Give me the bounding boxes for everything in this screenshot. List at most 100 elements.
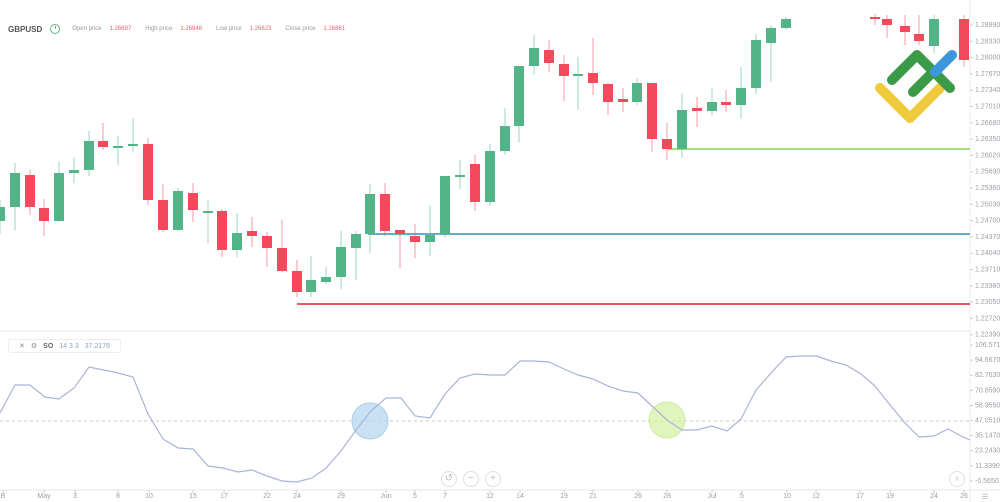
candle-body[interactable] bbox=[143, 144, 153, 200]
candle-body[interactable] bbox=[292, 271, 302, 292]
indicator-axis-label: 82.7630 bbox=[975, 372, 1000, 379]
candle-body[interactable] bbox=[929, 19, 939, 46]
indicator-axis-label: 35.1470 bbox=[975, 433, 1000, 440]
candle-body[interactable] bbox=[618, 99, 628, 102]
time-axis-label: 19 bbox=[560, 493, 568, 500]
axis-settings-icon[interactable]: ☰ bbox=[982, 494, 988, 501]
candle-body[interactable] bbox=[380, 194, 390, 231]
candle-body[interactable] bbox=[736, 88, 746, 105]
candle-body[interactable] bbox=[98, 141, 108, 147]
candle-body[interactable] bbox=[10, 173, 20, 207]
time-axis-label: 10 bbox=[783, 493, 791, 500]
candle-body[interactable] bbox=[262, 236, 272, 248]
candle-body[interactable] bbox=[232, 233, 242, 250]
candle-body[interactable] bbox=[425, 235, 435, 242]
zoom-out-button[interactable]: − bbox=[463, 471, 479, 487]
candle-body[interactable] bbox=[128, 144, 138, 146]
candle-body[interactable] bbox=[25, 175, 35, 207]
candle-body[interactable] bbox=[662, 139, 672, 149]
time-axis-label: Jun bbox=[380, 493, 391, 500]
time-axis-label: 14 bbox=[516, 493, 524, 500]
candle-body[interactable] bbox=[321, 277, 331, 282]
brand-logo-icon bbox=[875, 50, 957, 123]
candle-body[interactable] bbox=[203, 211, 213, 213]
scroll-right-button[interactable]: › bbox=[949, 471, 965, 487]
candle-body[interactable] bbox=[559, 64, 569, 76]
candle-body[interactable] bbox=[395, 230, 405, 234]
candle-body[interactable] bbox=[721, 102, 731, 105]
candle-body[interactable] bbox=[603, 84, 613, 102]
price-axis-label: 1.26680 bbox=[975, 120, 1000, 127]
candle-body[interactable] bbox=[781, 19, 791, 28]
indicator-settings-icon[interactable]: ⚙ bbox=[30, 343, 38, 350]
candle-body[interactable] bbox=[247, 231, 257, 236]
candle-body[interactable] bbox=[277, 248, 287, 271]
time-axis-label: 24 bbox=[293, 493, 301, 500]
candle-body[interactable] bbox=[84, 141, 94, 170]
candle-body[interactable] bbox=[959, 19, 969, 60]
candle-body[interactable] bbox=[306, 280, 316, 292]
candle-body[interactable] bbox=[351, 234, 361, 248]
time-axis-label: 22 bbox=[263, 493, 271, 500]
candle-body[interactable] bbox=[529, 48, 539, 66]
zoom-in-button[interactable]: + bbox=[485, 471, 501, 487]
candle-body[interactable] bbox=[573, 74, 583, 76]
chart-header: GBPUSD Open price 1.26697 High price 1.269… bbox=[8, 24, 353, 34]
candle-body[interactable] bbox=[113, 146, 123, 148]
candle-body[interactable] bbox=[39, 208, 49, 221]
candle-body[interactable] bbox=[158, 200, 168, 230]
indicator-axis-label: 106.5710 bbox=[975, 342, 1000, 349]
candle-body[interactable] bbox=[365, 194, 375, 234]
candle-body[interactable] bbox=[588, 73, 598, 83]
candle-body[interactable] bbox=[870, 17, 880, 19]
price-axis-label: 1.22720 bbox=[975, 315, 1000, 322]
candle-body[interactable] bbox=[470, 164, 480, 202]
candle-body[interactable] bbox=[914, 34, 924, 41]
candle-body[interactable] bbox=[647, 83, 657, 139]
time-axis-label: 29 bbox=[337, 493, 345, 500]
candle-body[interactable] bbox=[485, 151, 495, 202]
candle-body[interactable] bbox=[54, 173, 64, 221]
candle-body[interactable] bbox=[336, 247, 346, 277]
close-indicator-icon[interactable]: ✕ bbox=[19, 343, 25, 350]
candle-body[interactable] bbox=[500, 126, 510, 151]
candle-body[interactable] bbox=[455, 175, 465, 177]
price-axis-label: 1.26020 bbox=[975, 152, 1000, 159]
indicator-axis-label: 70.8590 bbox=[975, 387, 1000, 394]
high-price-label: High price bbox=[145, 26, 173, 32]
time-axis-label: 17 bbox=[856, 493, 864, 500]
candle-body[interactable] bbox=[544, 50, 554, 63]
indicator-axis-label: 11.3390 bbox=[975, 463, 1000, 470]
time-axis-label: 19 bbox=[886, 493, 894, 500]
candle-body[interactable] bbox=[440, 176, 450, 234]
candle-body[interactable] bbox=[173, 191, 183, 230]
price-axis-label: 1.25690 bbox=[975, 169, 1000, 176]
price-axis-label: 1.26350 bbox=[975, 136, 1000, 143]
time-axis-label: May bbox=[37, 493, 51, 500]
candle-body[interactable] bbox=[69, 170, 79, 173]
indicator-axis-label: 58.9550 bbox=[975, 402, 1000, 409]
candle-body[interactable] bbox=[766, 28, 776, 43]
candle-body[interactable] bbox=[882, 19, 892, 25]
time-axis-label: 28 bbox=[663, 493, 671, 500]
candle-body[interactable] bbox=[632, 83, 642, 102]
stochastic-line bbox=[0, 355, 971, 483]
close-price-label: Close price bbox=[285, 26, 316, 32]
price-axis-label: 1.23710 bbox=[975, 267, 1000, 274]
candle-body[interactable] bbox=[692, 108, 702, 111]
candle-body[interactable] bbox=[410, 236, 420, 242]
candle-body[interactable] bbox=[514, 66, 524, 126]
candle-body[interactable] bbox=[0, 207, 5, 221]
low-price-value: 1.26623 bbox=[249, 26, 272, 32]
indicator-name: SO bbox=[43, 342, 54, 350]
candle-body[interactable] bbox=[677, 110, 687, 149]
clock-icon[interactable] bbox=[50, 24, 61, 34]
indicator-params: 14 3 3 bbox=[59, 342, 79, 350]
candle-body[interactable] bbox=[217, 211, 227, 250]
candle-body[interactable] bbox=[188, 193, 198, 210]
candle-body[interactable] bbox=[707, 102, 717, 111]
reset-zoom-button[interactable]: ↺ bbox=[441, 471, 457, 487]
candle-body[interactable] bbox=[900, 26, 910, 32]
candle-body[interactable] bbox=[751, 40, 761, 88]
